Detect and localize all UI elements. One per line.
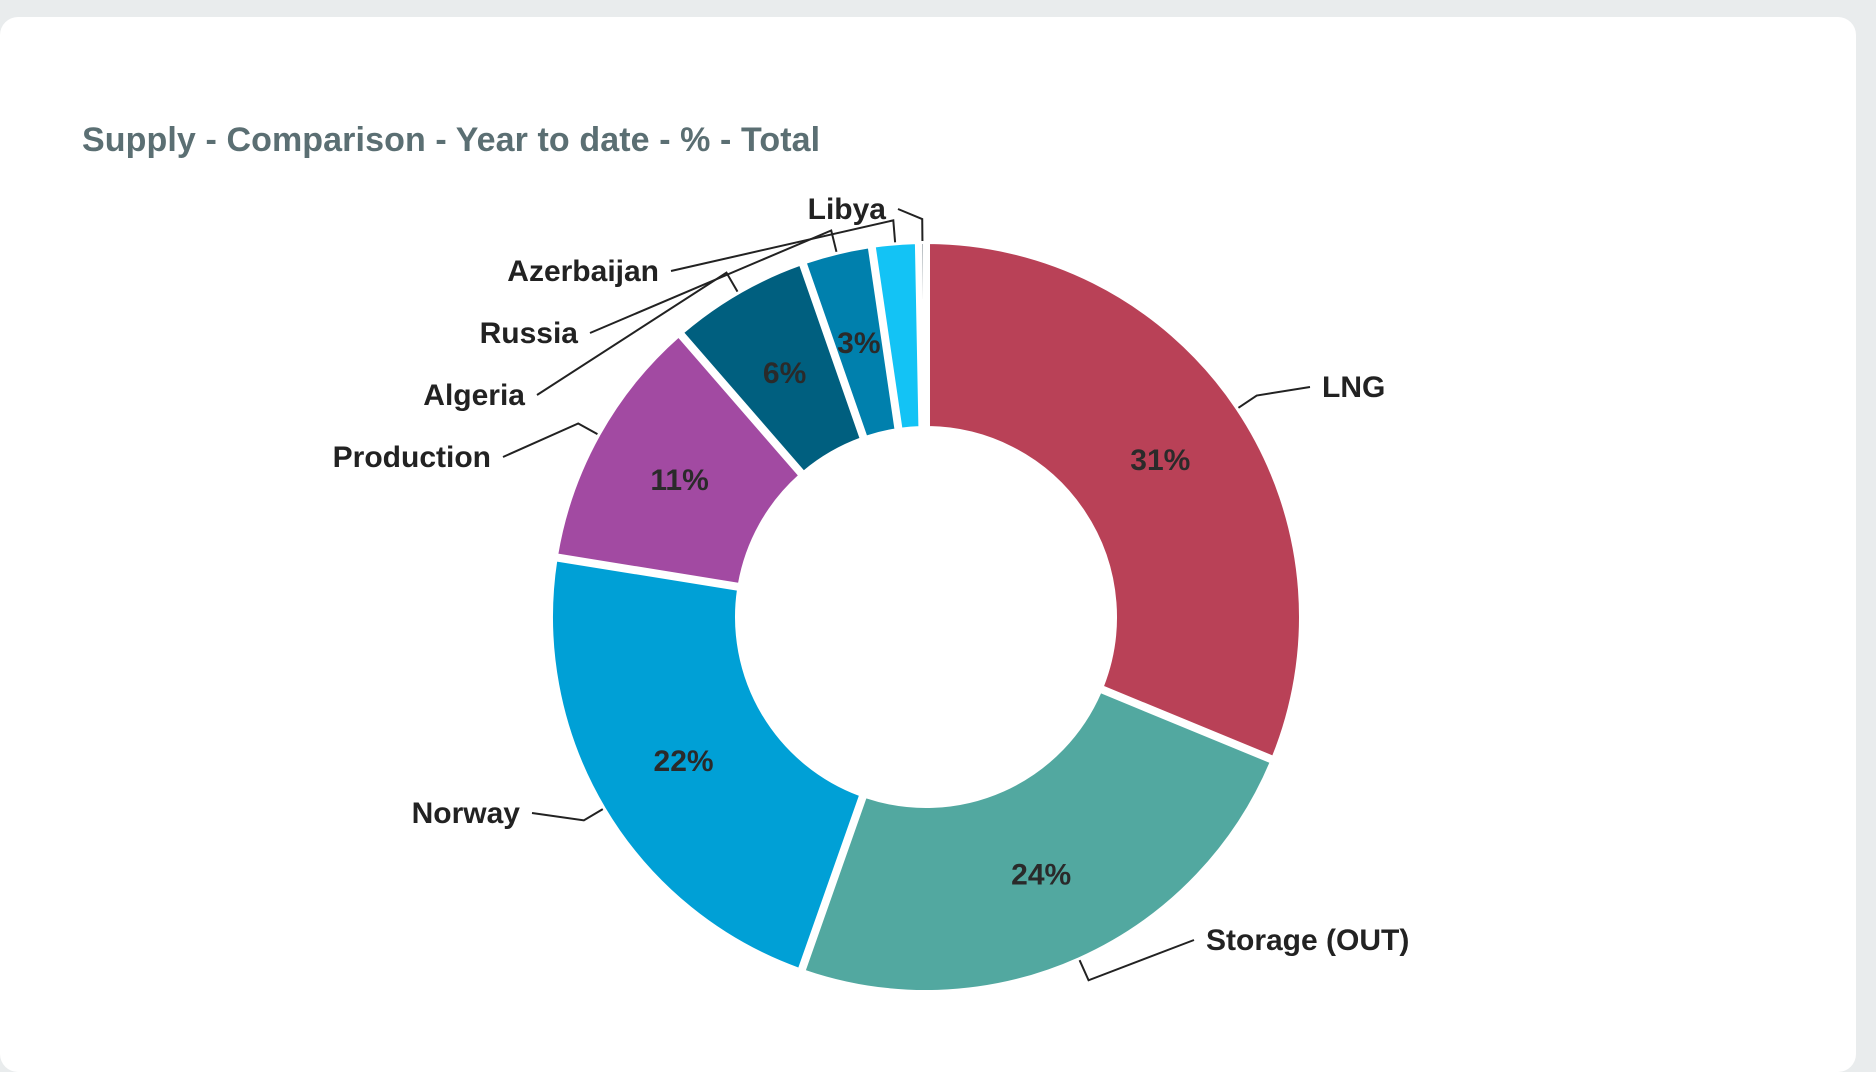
slice-russia[interactable] — [804, 246, 897, 438]
leader-line-lng — [1237, 386, 1311, 409]
slice-name-azerbaijan: Azerbaijan — [507, 255, 659, 288]
slice-value-lng: 31% — [1130, 444, 1190, 477]
slice-name-lng: LNG — [1322, 371, 1385, 404]
slice-name-algeria: Algeria — [423, 379, 525, 412]
slice-name-libya: Libya — [808, 193, 887, 226]
slice-name-production: Production — [333, 441, 491, 474]
leader-line-azerbaijan — [670, 219, 897, 272]
slice-libya[interactable] — [920, 242, 926, 429]
leader-line-production — [502, 422, 598, 458]
slice-value-production: 11% — [650, 464, 708, 497]
slice-value-algeria: 6% — [763, 357, 806, 390]
slice-lng[interactable] — [928, 242, 1301, 758]
leader-line-russia — [589, 229, 838, 334]
slice-name-storage-out: Storage (OUT) — [1206, 924, 1409, 957]
slice-azerbaijan[interactable] — [873, 242, 921, 430]
chart-title: Supply - Comparison - Year to date - % -… — [82, 121, 821, 159]
slice-name-russia: Russia — [480, 317, 579, 350]
leader-line-norway — [531, 808, 604, 822]
slice-production[interactable] — [556, 335, 801, 585]
slice-value-russia: 3% — [837, 327, 880, 360]
slice-value-norway: 22% — [654, 745, 714, 778]
leader-line-libya — [897, 208, 924, 242]
slice-algeria[interactable] — [681, 263, 862, 473]
slice-name-norway: Norway — [412, 797, 521, 830]
slice-value-storage-out: 24% — [1011, 858, 1071, 891]
slice-labels: 31% LNG 24% Storage (OUT) 22% Norway 11% Produc… — [333, 193, 1409, 982]
slice-norway[interactable] — [551, 559, 862, 971]
leader-line-storage-out — [1078, 939, 1195, 982]
slices — [551, 242, 1301, 992]
slice-storage-out[interactable] — [803, 690, 1272, 992]
leader-line-algeria — [536, 271, 739, 396]
